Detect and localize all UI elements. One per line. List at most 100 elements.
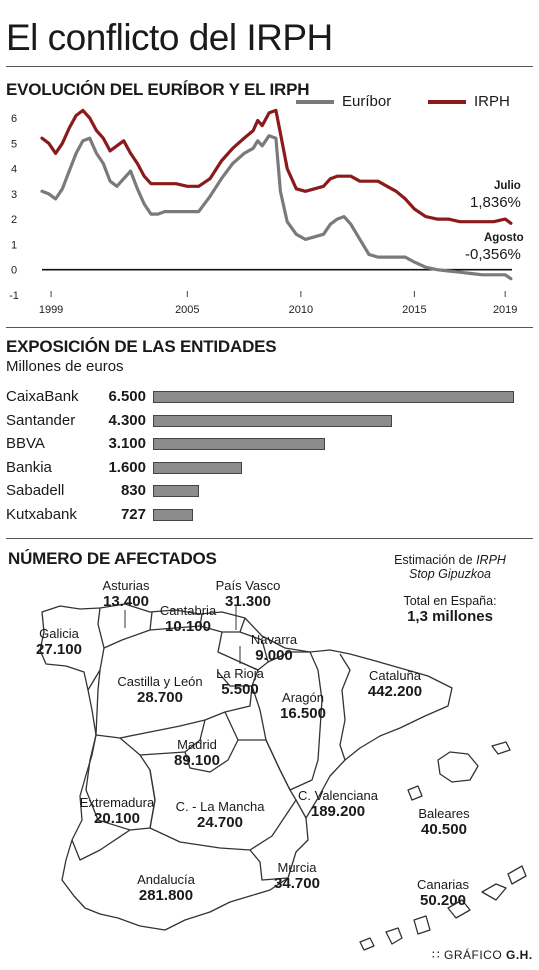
- map-note-italic: IRPH: [476, 553, 506, 567]
- map-title: NÚMERO DE AFECTADOS: [8, 549, 217, 568]
- region-extremadura: Extremadura 20.100: [72, 795, 162, 827]
- region-murcia-value: 34.700: [274, 875, 320, 892]
- x-tick-label: 2010: [289, 304, 313, 316]
- bar-bbva: [153, 438, 326, 451]
- credit: ∷ GRÁFICO G.H.: [432, 948, 533, 962]
- series-line-euríbor: [40, 134, 513, 281]
- region-baleares: Baleares 40.500: [406, 806, 482, 838]
- region-paisvasco-name: País Vasco: [215, 578, 281, 593]
- region-extremadura-value: 20.100: [94, 810, 140, 827]
- annotation-julio-value: 1,836%: [470, 194, 521, 211]
- bar-label-sabadell: Sabadell: [6, 482, 65, 500]
- bar-caixabank: [153, 391, 514, 403]
- bar-value-bankia: 1.600: [108, 458, 146, 476]
- y-tick-label: -1: [9, 290, 19, 302]
- region-cantabria-name: Cantabria: [159, 603, 217, 618]
- bar-label-kutxabank: Kutxabank: [6, 506, 77, 523]
- region-extremadura-name: Extremadura: [79, 795, 155, 810]
- region-baleares-value: 40.500: [421, 821, 467, 838]
- title-divider: [6, 66, 533, 67]
- page-title: El conflicto del IRPH: [6, 17, 333, 58]
- map-note-line2: Stop Gipuzkoa: [409, 567, 491, 581]
- border-valenciana: [295, 799, 307, 819]
- border-castilla-leon: [95, 669, 253, 739]
- region-la-mancha: C. - La Mancha 24.700: [168, 799, 272, 831]
- region-cantabria: Cantabria 10.100: [150, 603, 226, 635]
- region-valenciana-value: 189.200: [310, 803, 366, 820]
- region-madrid-value: 89.100: [174, 752, 220, 769]
- legend-euribor-swatch: [296, 99, 334, 104]
- region-aragon-value: 16.500: [280, 705, 326, 722]
- region-aragon-name: Aragón: [282, 690, 324, 705]
- bar-value-bbva: 3.100: [108, 435, 146, 453]
- bar-label-santander: Santander: [6, 411, 76, 429]
- region-cataluna-value: 442.200: [367, 683, 423, 700]
- region-galicia: Galicia 27.100: [26, 626, 92, 658]
- region-andalucia: Andalucía 281.800: [124, 872, 208, 904]
- y-tick-label: 2: [11, 214, 17, 226]
- region-rioja-value: 5.500: [221, 681, 259, 698]
- region-asturias-value: 13.400: [103, 593, 149, 610]
- region-madrid: Madrid 89.100: [164, 737, 230, 769]
- legend-irph-label: IRPH: [474, 93, 510, 110]
- border-madrid: [184, 711, 239, 773]
- canarias-6: [507, 865, 527, 885]
- map-note: Estimación de IRPH Stop Gipuzkoa: [380, 553, 520, 581]
- region-cataluna: Cataluña 442.200: [355, 668, 435, 700]
- bar-value-caixabank: 6.500: [108, 388, 146, 405]
- y-tick-label: 1: [11, 239, 17, 251]
- region-andalucia-value: 281.800: [138, 887, 194, 904]
- bar-value-santander: 4.300: [108, 411, 146, 429]
- region-asturias-name: Asturias: [102, 578, 150, 593]
- canarias-4: [447, 899, 471, 919]
- region-cantabria-value: 10.100: [165, 618, 211, 635]
- y-tick-label: 0: [11, 265, 17, 277]
- border-extremadura: [85, 734, 156, 831]
- y-tick-label: 4: [11, 164, 17, 176]
- series-line-irph: [40, 108, 513, 225]
- region-la-mancha-value: 24.700: [197, 814, 243, 831]
- region-cataluna-name: Cataluña: [368, 668, 422, 683]
- legend-irph-swatch: [428, 99, 466, 104]
- annotation-agosto-label: Agosto: [484, 232, 524, 244]
- region-rioja: La Rioja 5.500: [212, 666, 268, 698]
- y-tick-label: 5: [11, 138, 17, 150]
- canarias-5: [481, 883, 507, 901]
- region-navarra-value: 9.000: [255, 647, 293, 664]
- region-asturias: Asturias 13.400: [94, 578, 158, 610]
- region-madrid-name: Madrid: [177, 737, 217, 752]
- credit-prefix: GRÁFICO: [443, 948, 503, 962]
- legend-euribor: Euríbor: [296, 93, 391, 110]
- border-la-mancha: [139, 739, 297, 851]
- region-canarias: Canarias 50.200: [405, 877, 481, 909]
- map-total-label: Total en España:: [403, 594, 497, 608]
- map-total-value: 1,3 millones: [407, 608, 493, 625]
- region-aragon: Aragón 16.500: [268, 690, 338, 722]
- map-note-line1: Estimación de: [394, 553, 473, 567]
- region-castilla-leon-name: Castilla y León: [117, 674, 203, 689]
- border-murcia: [249, 849, 289, 881]
- region-canarias-value: 50.200: [420, 892, 466, 909]
- y-tick-label: 3: [11, 189, 17, 201]
- bar-value-kutxabank: 727: [120, 506, 146, 523]
- region-castilla-leon-value: 28.700: [137, 689, 183, 706]
- border-rioja: [217, 631, 259, 687]
- section-divider-1: [6, 327, 533, 328]
- bar-chart-title: EXPOSICIÓN DE LAS ENTIDADES: [6, 337, 277, 356]
- section-divider-2: [6, 538, 533, 539]
- region-andalucia-name: Andalucía: [137, 872, 195, 887]
- baleares-mallorca: [437, 751, 479, 783]
- baleares-ibiza: [407, 785, 423, 801]
- bar-value-sabadell: 830: [120, 482, 146, 500]
- credit-suffix: G.H.: [506, 948, 533, 962]
- y-tick-label: 6: [11, 113, 17, 125]
- canarias-2: [385, 927, 403, 945]
- legend-euribor-label: Euríbor: [342, 93, 392, 110]
- region-baleares-name: Baleares: [418, 806, 470, 821]
- bar-kutxabank: [153, 509, 194, 521]
- bar-santander: [153, 414, 392, 427]
- x-tick-label: 2015: [402, 304, 426, 316]
- region-galicia-value: 27.100: [36, 641, 82, 658]
- x-tick-label: 2005: [175, 304, 199, 316]
- region-galicia-name: Galicia: [39, 626, 79, 641]
